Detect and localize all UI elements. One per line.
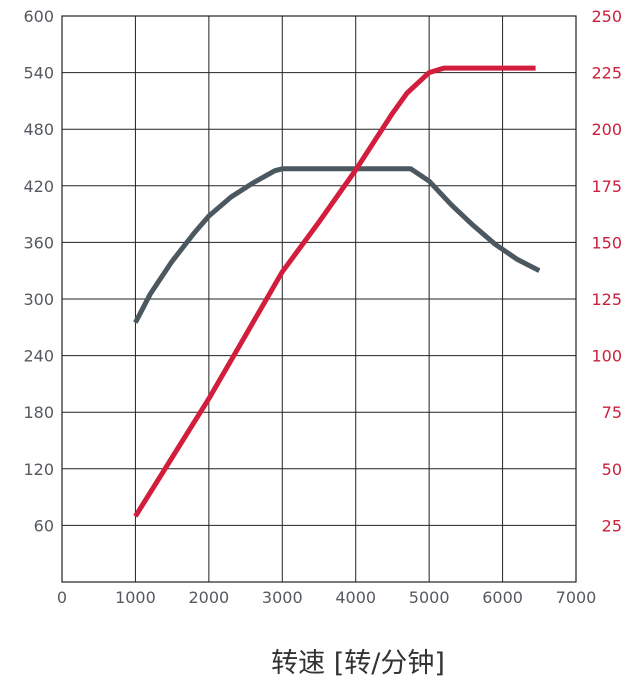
series-lines	[133, 65, 541, 518]
x-tick-label: 2000	[188, 588, 229, 607]
y-right-tick-label: 125	[591, 290, 622, 309]
y-right-tick-label: 200	[591, 120, 622, 139]
series-line-left-axis	[133, 166, 541, 324]
y-right-tick-label: 75	[602, 403, 622, 422]
y-right-tick-label: 25	[602, 516, 622, 535]
x-tick-label: 4000	[335, 588, 376, 607]
y-left-tick-label: 180	[23, 403, 54, 422]
x-tick-label: 7000	[556, 588, 597, 607]
y-right-tick-label: 150	[591, 233, 622, 252]
y-left-tick-label: 600	[23, 7, 54, 26]
y-left-tick-label: 420	[23, 177, 54, 196]
y-right-tick-label: 175	[591, 177, 622, 196]
y-left-tick-label: 360	[23, 233, 54, 252]
x-tick-label: 3000	[262, 588, 303, 607]
grid	[62, 16, 576, 582]
series-line-right-axis	[133, 65, 536, 518]
tick-labels: 60 120 180 240 300 360 420 480 540 600 25 50 75 100 12…	[23, 7, 622, 607]
y-left-tick-label: 300	[23, 290, 54, 309]
y-right-tick-label: 225	[591, 64, 622, 83]
axes	[61, 15, 577, 583]
y-left-tick-label: 240	[23, 347, 54, 366]
x-tick-label: 1000	[115, 588, 156, 607]
y-left-tick-label: 120	[23, 460, 54, 479]
x-tick-label: 5000	[409, 588, 450, 607]
plot-frame	[61, 15, 577, 583]
y-right-tick-label: 250	[591, 7, 622, 26]
y-left-tick-label: 540	[23, 64, 54, 83]
x-tick-label: 0	[57, 588, 67, 607]
y-right-tick-label: 100	[591, 347, 622, 366]
x-tick-label: 6000	[482, 588, 523, 607]
y-left-tick-label: 480	[23, 120, 54, 139]
y-right-tick-label: 50	[602, 460, 622, 479]
x-axis-label: 转速 [转/分钟]	[271, 648, 445, 679]
y-left-tick-label: 60	[34, 516, 54, 535]
